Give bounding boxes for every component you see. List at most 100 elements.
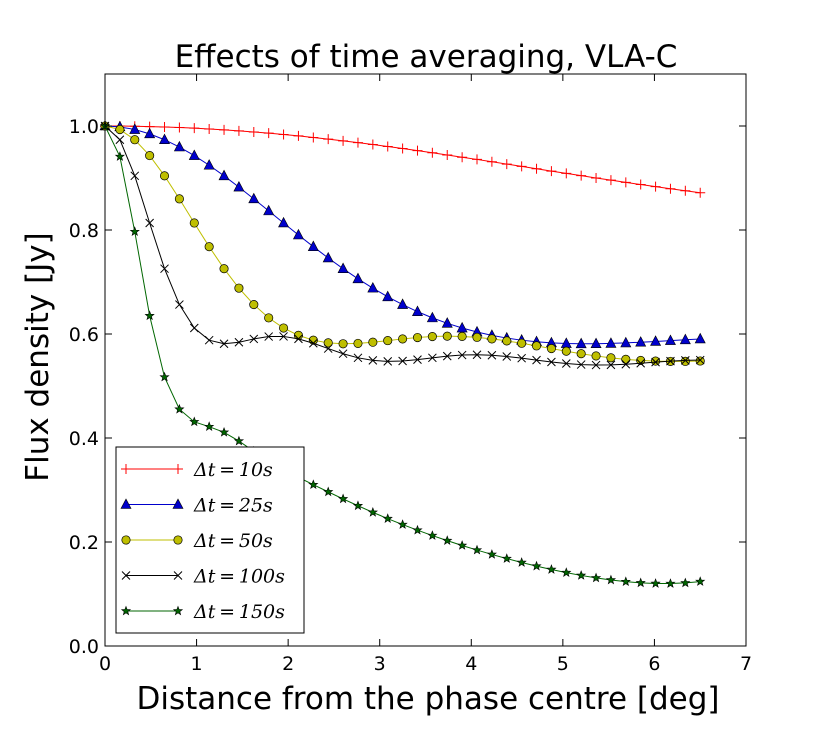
data-point (413, 355, 422, 364)
data-point (666, 356, 675, 366)
legend-marker (120, 498, 132, 509)
data-point (472, 154, 483, 165)
data-point (338, 493, 349, 504)
data-point (219, 339, 229, 349)
data-point (323, 344, 333, 353)
x-tick-label: 0 (99, 653, 111, 675)
data-point (694, 332, 706, 344)
data-point (338, 349, 348, 359)
data-point (457, 350, 467, 360)
data-point (129, 226, 140, 236)
data-point (323, 486, 334, 497)
data-point (219, 264, 229, 274)
data-point (428, 353, 437, 363)
legend-item: Δt = 25s (120, 495, 273, 517)
chart-title: Effects of time averaging, VLA-C (175, 39, 678, 75)
y-tick-label: 0.8 (69, 220, 99, 242)
data-point (442, 149, 453, 160)
data-point (279, 332, 288, 341)
legend-item: Δt = 50s (121, 530, 273, 552)
data-point (174, 122, 185, 133)
data-point (620, 177, 631, 188)
data-point (695, 576, 706, 586)
data-point (547, 357, 556, 367)
data-point (546, 564, 557, 574)
legend-marker (121, 464, 131, 474)
data-point (249, 300, 259, 310)
legend-label: Δt = 10s (193, 459, 273, 481)
data-point (442, 331, 452, 341)
legend-marker (172, 498, 184, 509)
data-point (472, 332, 482, 342)
x-tick-label: 5 (557, 653, 569, 675)
ticks-layer: 0 1 2 3 4 5 6 7 0.0 0.2 0.4 0.6 0.8 1.0 (69, 74, 752, 675)
data-point (323, 134, 334, 145)
data-point (590, 337, 602, 349)
data-point (442, 351, 452, 361)
data-point (605, 574, 617, 585)
data-point (367, 139, 378, 150)
data-point (412, 332, 423, 343)
data-point (219, 124, 230, 135)
data-point (174, 194, 184, 204)
data-point (263, 204, 275, 216)
data-point (427, 331, 437, 342)
data-point (695, 355, 705, 365)
x-tick-label: 1 (191, 653, 203, 675)
data-point (308, 479, 319, 490)
data-point (531, 560, 542, 571)
data-point (204, 335, 214, 345)
data-point (636, 355, 646, 365)
data-point (144, 127, 156, 139)
legend-marker (121, 571, 131, 580)
x-axis-label: Distance from the phase centre [deg] (136, 681, 719, 717)
data-point (204, 242, 214, 252)
data-point (576, 570, 587, 580)
legend-item: Δt = 10s (121, 459, 273, 481)
data-point (664, 334, 676, 345)
legend-marker (173, 535, 183, 545)
data-point (621, 354, 631, 364)
data-point (680, 356, 690, 365)
data-point (651, 357, 660, 367)
data-point (620, 336, 632, 348)
series-0 (100, 121, 706, 198)
data-point (650, 578, 661, 588)
data-point (397, 519, 408, 529)
data-point (561, 346, 571, 356)
data-point (398, 356, 407, 366)
data-point (531, 163, 542, 174)
data-point (189, 416, 200, 427)
data-point (457, 540, 468, 550)
data-point (294, 334, 303, 344)
y-tick-label: 0.2 (69, 532, 99, 554)
plot-frame (104, 73, 747, 647)
data-point (442, 535, 453, 545)
data-point (173, 140, 185, 152)
data-point (605, 337, 617, 348)
data-point (680, 356, 690, 366)
data-point (323, 338, 333, 348)
data-point (516, 557, 527, 567)
data-point (367, 281, 379, 293)
x-tick-label: 6 (648, 653, 660, 675)
data-point (144, 310, 155, 321)
data-point (264, 313, 274, 323)
data-point (160, 264, 169, 274)
data-point (441, 317, 453, 328)
data-point (695, 187, 706, 198)
data-point (680, 185, 691, 196)
data-point (115, 124, 125, 135)
data-point (591, 351, 601, 361)
x-tick-label: 3 (374, 653, 386, 675)
data-point (129, 123, 141, 134)
data-point (531, 341, 542, 351)
data-point (175, 300, 184, 309)
data-point (575, 337, 587, 349)
data-point (159, 171, 170, 181)
data-point (308, 338, 318, 348)
data-point (382, 290, 394, 302)
data-point (189, 323, 199, 333)
data-point (130, 171, 140, 181)
